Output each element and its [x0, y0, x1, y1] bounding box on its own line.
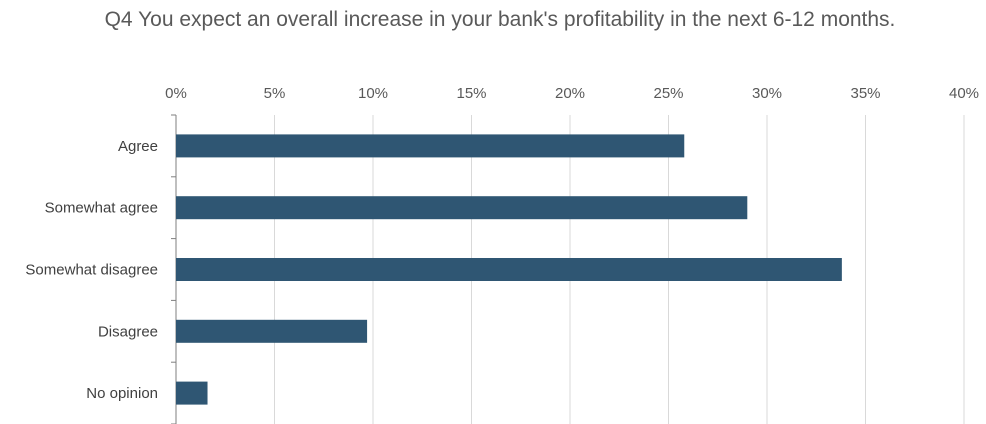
y-axis [171, 114, 177, 424]
category-label: Somewhat agree [45, 200, 158, 217]
category-label: Disagree [98, 323, 158, 340]
category-label: Agree [118, 138, 158, 155]
category-labels: Agree Somewhat agree Somewhat disagree Disa… [25, 138, 158, 402]
x-tick-label: 5% [264, 85, 286, 102]
x-tick-label: 40% [949, 85, 979, 102]
bars [176, 134, 842, 405]
bar [176, 134, 685, 158]
chart-title: Q4 You expect an overall increase in you… [104, 8, 896, 31]
bar [176, 319, 368, 343]
x-tick-label: 25% [653, 85, 683, 102]
category-label: No opinion [86, 385, 158, 402]
bar [176, 381, 208, 405]
x-tick-label: 10% [358, 85, 388, 102]
x-axis-tick-labels: 0% 5% 10% 15% 20% 25% 30% 35% 40% [165, 85, 979, 102]
x-tick-label: 0% [165, 85, 187, 102]
x-tick-label: 35% [850, 85, 880, 102]
category-label: Somewhat disagree [25, 262, 158, 279]
bar [176, 196, 748, 220]
x-tick-label: 30% [752, 85, 782, 102]
bar [176, 258, 842, 281]
x-tick-label: 20% [555, 85, 585, 102]
x-tick-label: 15% [456, 85, 486, 102]
